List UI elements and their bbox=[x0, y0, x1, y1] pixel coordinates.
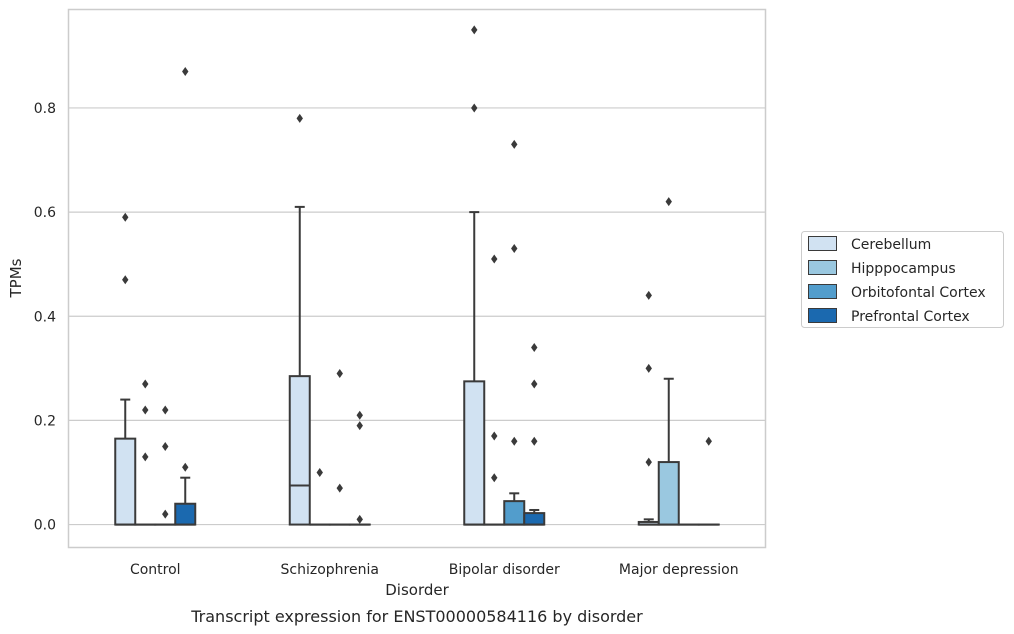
box-group bbox=[114, 212, 137, 526]
outlier-point bbox=[142, 452, 149, 462]
outlier-point bbox=[182, 66, 189, 76]
outlier-point bbox=[531, 343, 538, 353]
outlier-point bbox=[531, 379, 538, 389]
outlier-point bbox=[142, 405, 149, 415]
box-iqr bbox=[174, 502, 197, 526]
outlier-point bbox=[336, 483, 343, 493]
outlier-point bbox=[162, 405, 169, 415]
outlier-point bbox=[511, 436, 518, 446]
x-tick-label: Bipolar disorder bbox=[449, 562, 560, 578]
y-tick-label: 0.6 bbox=[34, 205, 56, 221]
outlier-point bbox=[471, 103, 478, 113]
outlier-point bbox=[356, 421, 363, 431]
legend-frame bbox=[801, 231, 1004, 328]
plot-area-frame bbox=[67, 8, 767, 549]
y-axis-label: TPMs bbox=[7, 258, 25, 298]
legend-swatch bbox=[808, 236, 837, 251]
outlier-point bbox=[336, 369, 343, 379]
outlier-point bbox=[705, 436, 712, 446]
outlier-point bbox=[162, 441, 169, 451]
box-group bbox=[348, 410, 371, 526]
outlier-point bbox=[316, 467, 323, 477]
legend-label: Hipppocampus bbox=[851, 261, 956, 277]
y-tick-label: 0.4 bbox=[34, 309, 56, 325]
legend-swatch bbox=[808, 284, 837, 299]
box-group bbox=[134, 379, 157, 526]
y-tick-labels: 0.0 0.2 0.4 0.6 0.8 bbox=[34, 101, 56, 534]
outlier-point bbox=[122, 212, 129, 222]
box-group bbox=[288, 113, 311, 526]
outlier-point bbox=[356, 514, 363, 524]
box-group bbox=[308, 467, 331, 526]
y-tick-label: 0.0 bbox=[34, 518, 56, 534]
outlier-point bbox=[142, 379, 149, 389]
outlier-point bbox=[162, 509, 169, 519]
box-iqr bbox=[288, 375, 311, 526]
x-tick-label: Major depression bbox=[619, 562, 739, 578]
x-tick-label: Schizophrenia bbox=[281, 562, 379, 578]
outlier-point bbox=[511, 244, 518, 254]
outlier-point bbox=[645, 363, 652, 373]
legend-label: Orbitofontal Cortex bbox=[851, 285, 986, 301]
outlier-point bbox=[182, 462, 189, 472]
x-tick-labels: Control Schizophrenia Bipolar disorder Majo… bbox=[130, 562, 739, 578]
y-tick-label: 0.2 bbox=[34, 413, 56, 429]
y-tick-label: 0.8 bbox=[34, 101, 56, 117]
box-group bbox=[657, 197, 680, 526]
box-group bbox=[697, 436, 720, 526]
legend: Cerebellum Hipppocampus Orbitofontal Corte… bbox=[801, 231, 1004, 328]
box-iqr bbox=[657, 461, 680, 526]
outlier-point bbox=[645, 457, 652, 467]
outlier-point bbox=[511, 139, 518, 149]
legend-label: Cerebellum bbox=[851, 237, 931, 253]
legend-label: Prefrontal Cortex bbox=[851, 309, 970, 325]
outlier-point bbox=[645, 290, 652, 300]
outlier-point bbox=[491, 254, 498, 264]
box-group bbox=[483, 254, 506, 526]
outlier-point bbox=[665, 197, 672, 207]
outlier-point bbox=[471, 25, 478, 35]
outlier-point bbox=[296, 113, 303, 123]
box-group bbox=[174, 66, 197, 526]
chart-caption: Transcript expression for ENST0000058411… bbox=[190, 607, 643, 626]
box-iqr bbox=[114, 437, 137, 526]
box-iqr bbox=[523, 512, 546, 526]
outlier-point bbox=[491, 473, 498, 483]
box-iqr bbox=[463, 380, 486, 526]
outlier-point bbox=[356, 410, 363, 420]
box-iqr bbox=[503, 500, 526, 526]
box-group bbox=[503, 139, 526, 526]
box-group bbox=[328, 369, 351, 526]
x-tick-label: Control bbox=[130, 562, 181, 578]
outlier-point bbox=[122, 275, 129, 285]
legend-swatch bbox=[808, 260, 837, 275]
x-axis-label: Disorder bbox=[385, 581, 449, 599]
boxes bbox=[114, 25, 720, 526]
outlier-point bbox=[531, 436, 538, 446]
legend-swatch bbox=[808, 308, 837, 323]
box-group bbox=[523, 343, 546, 526]
box-group bbox=[154, 405, 177, 526]
box-group bbox=[463, 25, 486, 526]
box-group bbox=[637, 290, 660, 526]
outlier-point bbox=[491, 431, 498, 441]
